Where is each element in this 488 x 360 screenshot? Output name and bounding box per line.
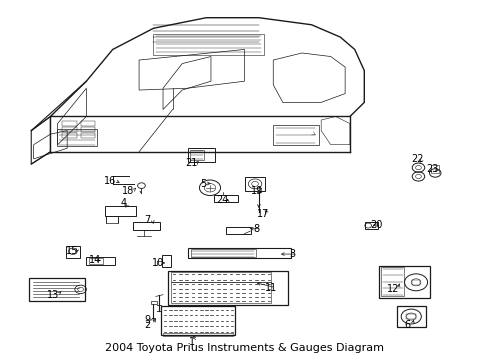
Text: 11: 11 [264, 283, 276, 293]
Bar [214, 195, 238, 202]
Bar [170, 282, 271, 303]
Text: 14: 14 [89, 256, 101, 265]
Text: 15: 15 [66, 246, 78, 256]
Text: 12: 12 [386, 284, 398, 294]
Text: 1: 1 [188, 337, 194, 347]
Bar [187, 248, 290, 258]
Bar [396, 306, 425, 328]
Bar [62, 127, 77, 132]
Text: 20: 20 [369, 220, 382, 230]
Text: 9: 9 [144, 315, 150, 325]
Bar [29, 278, 85, 301]
Bar [62, 121, 77, 126]
Text: 4: 4 [121, 198, 126, 208]
Text: 2: 2 [144, 320, 150, 330]
Text: 22: 22 [411, 154, 424, 164]
Text: 6: 6 [404, 320, 409, 330]
Text: 3: 3 [289, 249, 295, 259]
Bar [170, 272, 271, 282]
Text: 10: 10 [152, 258, 164, 268]
Text: 13: 13 [46, 290, 59, 300]
Bar [167, 271, 287, 305]
Bar [365, 222, 377, 229]
Bar [106, 216, 118, 223]
Text: 2004 Toyota Prius Instruments & Gauges Diagram: 2004 Toyota Prius Instruments & Gauges D… [105, 343, 383, 353]
Bar [160, 306, 234, 334]
Text: 21: 21 [185, 158, 198, 168]
Bar [163, 333, 232, 336]
Bar [226, 227, 251, 234]
Text: 7: 7 [144, 215, 150, 225]
Bar [187, 148, 214, 162]
Bar [162, 255, 170, 267]
Text: 23: 23 [426, 165, 438, 174]
Bar [411, 280, 419, 285]
Bar [89, 258, 103, 264]
Bar [430, 165, 438, 173]
Bar [104, 206, 136, 216]
Text: 18: 18 [122, 186, 134, 195]
Text: 19: 19 [250, 186, 263, 196]
Bar [66, 246, 80, 258]
Bar [133, 222, 160, 230]
Bar [150, 301, 157, 304]
Bar [190, 249, 255, 257]
Text: 17: 17 [256, 208, 268, 219]
Text: 5: 5 [200, 179, 206, 189]
Bar [406, 314, 415, 319]
Bar [190, 150, 203, 160]
Bar [81, 134, 95, 138]
Text: 16: 16 [104, 176, 116, 186]
Bar [57, 129, 97, 147]
Bar [62, 134, 77, 138]
Bar [81, 127, 95, 132]
Bar [81, 121, 95, 126]
Bar [86, 257, 115, 265]
Text: 8: 8 [253, 224, 259, 234]
Bar [153, 33, 263, 55]
Text: 24: 24 [216, 195, 229, 206]
Bar [378, 266, 429, 298]
Bar [273, 125, 318, 145]
Bar [245, 177, 264, 190]
Bar [380, 267, 403, 296]
